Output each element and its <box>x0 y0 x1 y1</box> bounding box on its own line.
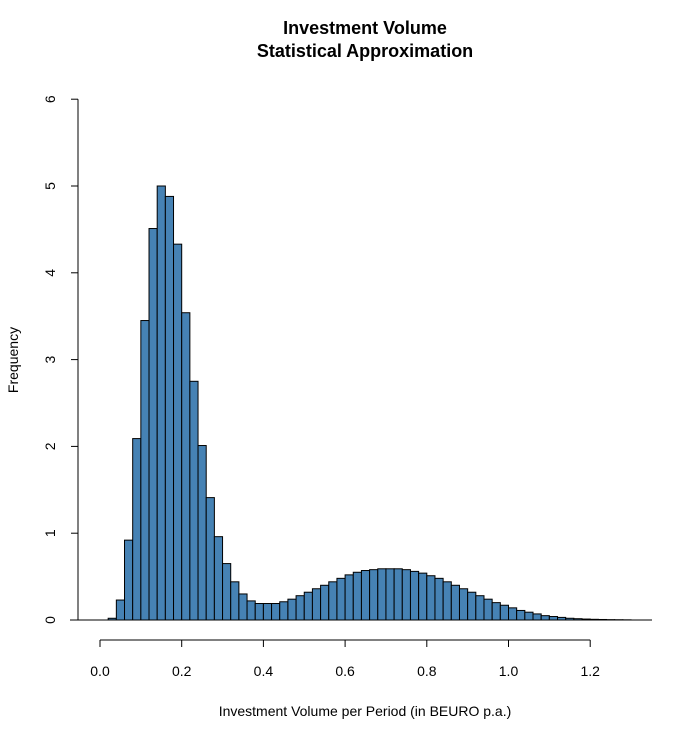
histogram-bar <box>197 445 207 621</box>
histogram-bar <box>467 591 477 621</box>
histogram-bar <box>222 563 232 621</box>
histogram-bar <box>385 568 395 621</box>
histogram-bar <box>148 228 158 621</box>
histogram-bar <box>287 598 297 621</box>
chart-title: Investment Volume <box>283 18 447 38</box>
histogram-bar <box>140 320 150 621</box>
histogram-bar <box>401 569 411 621</box>
histogram-bar <box>262 603 273 621</box>
x-tick-label: 1.2 <box>580 663 600 679</box>
histogram-bar <box>393 568 403 621</box>
histogram-bar <box>254 603 264 621</box>
histogram-bar <box>205 497 215 621</box>
histogram-bar <box>499 604 509 621</box>
histogram-bar <box>369 569 379 621</box>
histogram-bar <box>458 588 469 621</box>
histogram-bar <box>311 588 322 621</box>
histogram-bar <box>434 577 444 621</box>
histogram-bar <box>320 584 330 621</box>
histogram-bar <box>426 575 436 621</box>
histogram-bar <box>540 615 550 621</box>
histogram-bar <box>548 616 559 621</box>
histogram-bar <box>238 593 248 621</box>
histogram-bar <box>279 601 289 621</box>
histogram-bar <box>483 598 493 621</box>
histogram-bar <box>532 613 542 621</box>
histogram-bar <box>213 536 224 621</box>
histogram-bar <box>360 570 371 621</box>
histogram-bar <box>516 609 526 621</box>
y-tick-label: 3 <box>42 355 58 363</box>
histogram-bar <box>475 595 485 621</box>
histogram-bar <box>450 584 460 621</box>
y-axis: 0 1 2 3 4 5 6 <box>42 95 79 624</box>
histogram-bar <box>181 312 191 621</box>
x-tick-label: 1.0 <box>499 663 519 679</box>
x-tick-label: 0.4 <box>254 663 274 679</box>
histogram-bar <box>336 577 346 621</box>
histogram-bar <box>230 581 240 621</box>
y-axis-label: Frequency <box>5 327 21 393</box>
histogram-bars <box>70 185 652 621</box>
y-tick-label: 6 <box>42 95 58 103</box>
x-axis: 0.0 0.2 0.4 0.6 0.8 1.0 1.2 <box>90 639 600 679</box>
y-tick-label: 1 <box>42 529 58 537</box>
histogram-bar <box>156 185 166 621</box>
histogram-bar <box>524 611 534 621</box>
histogram-bar <box>246 600 256 621</box>
histogram-bar <box>173 243 183 621</box>
histogram-bar <box>303 591 313 621</box>
histogram-bar <box>352 571 362 621</box>
histogram-bar <box>124 539 134 621</box>
histogram-bar <box>328 581 338 621</box>
histogram-bar <box>508 607 518 621</box>
x-tick-label: 0.2 <box>172 663 192 679</box>
y-tick-label: 0 <box>42 616 58 624</box>
x-tick-label: 0.0 <box>90 663 110 679</box>
histogram-bar <box>132 438 142 621</box>
histogram-bar <box>418 572 428 621</box>
histogram-bar <box>442 581 452 621</box>
histogram-bar <box>271 603 281 621</box>
histogram-bar <box>295 595 305 621</box>
y-tick-label: 4 <box>42 269 58 277</box>
histogram-bar <box>115 599 126 621</box>
histogram-bar <box>344 574 354 621</box>
y-tick-label: 5 <box>42 182 58 190</box>
x-tick-label: 0.6 <box>335 663 355 679</box>
histogram-bar <box>189 380 199 621</box>
x-axis-label: Investment Volume per Period (in BEURO p… <box>219 703 512 719</box>
histogram-bar <box>164 195 175 621</box>
y-tick-label: 2 <box>42 442 58 450</box>
x-tick-label: 0.8 <box>417 663 437 679</box>
histogram-bar <box>491 602 501 621</box>
chart-subtitle: Statistical Approximation <box>257 41 473 61</box>
histogram-bar <box>409 570 420 621</box>
histogram-bar <box>377 568 387 621</box>
